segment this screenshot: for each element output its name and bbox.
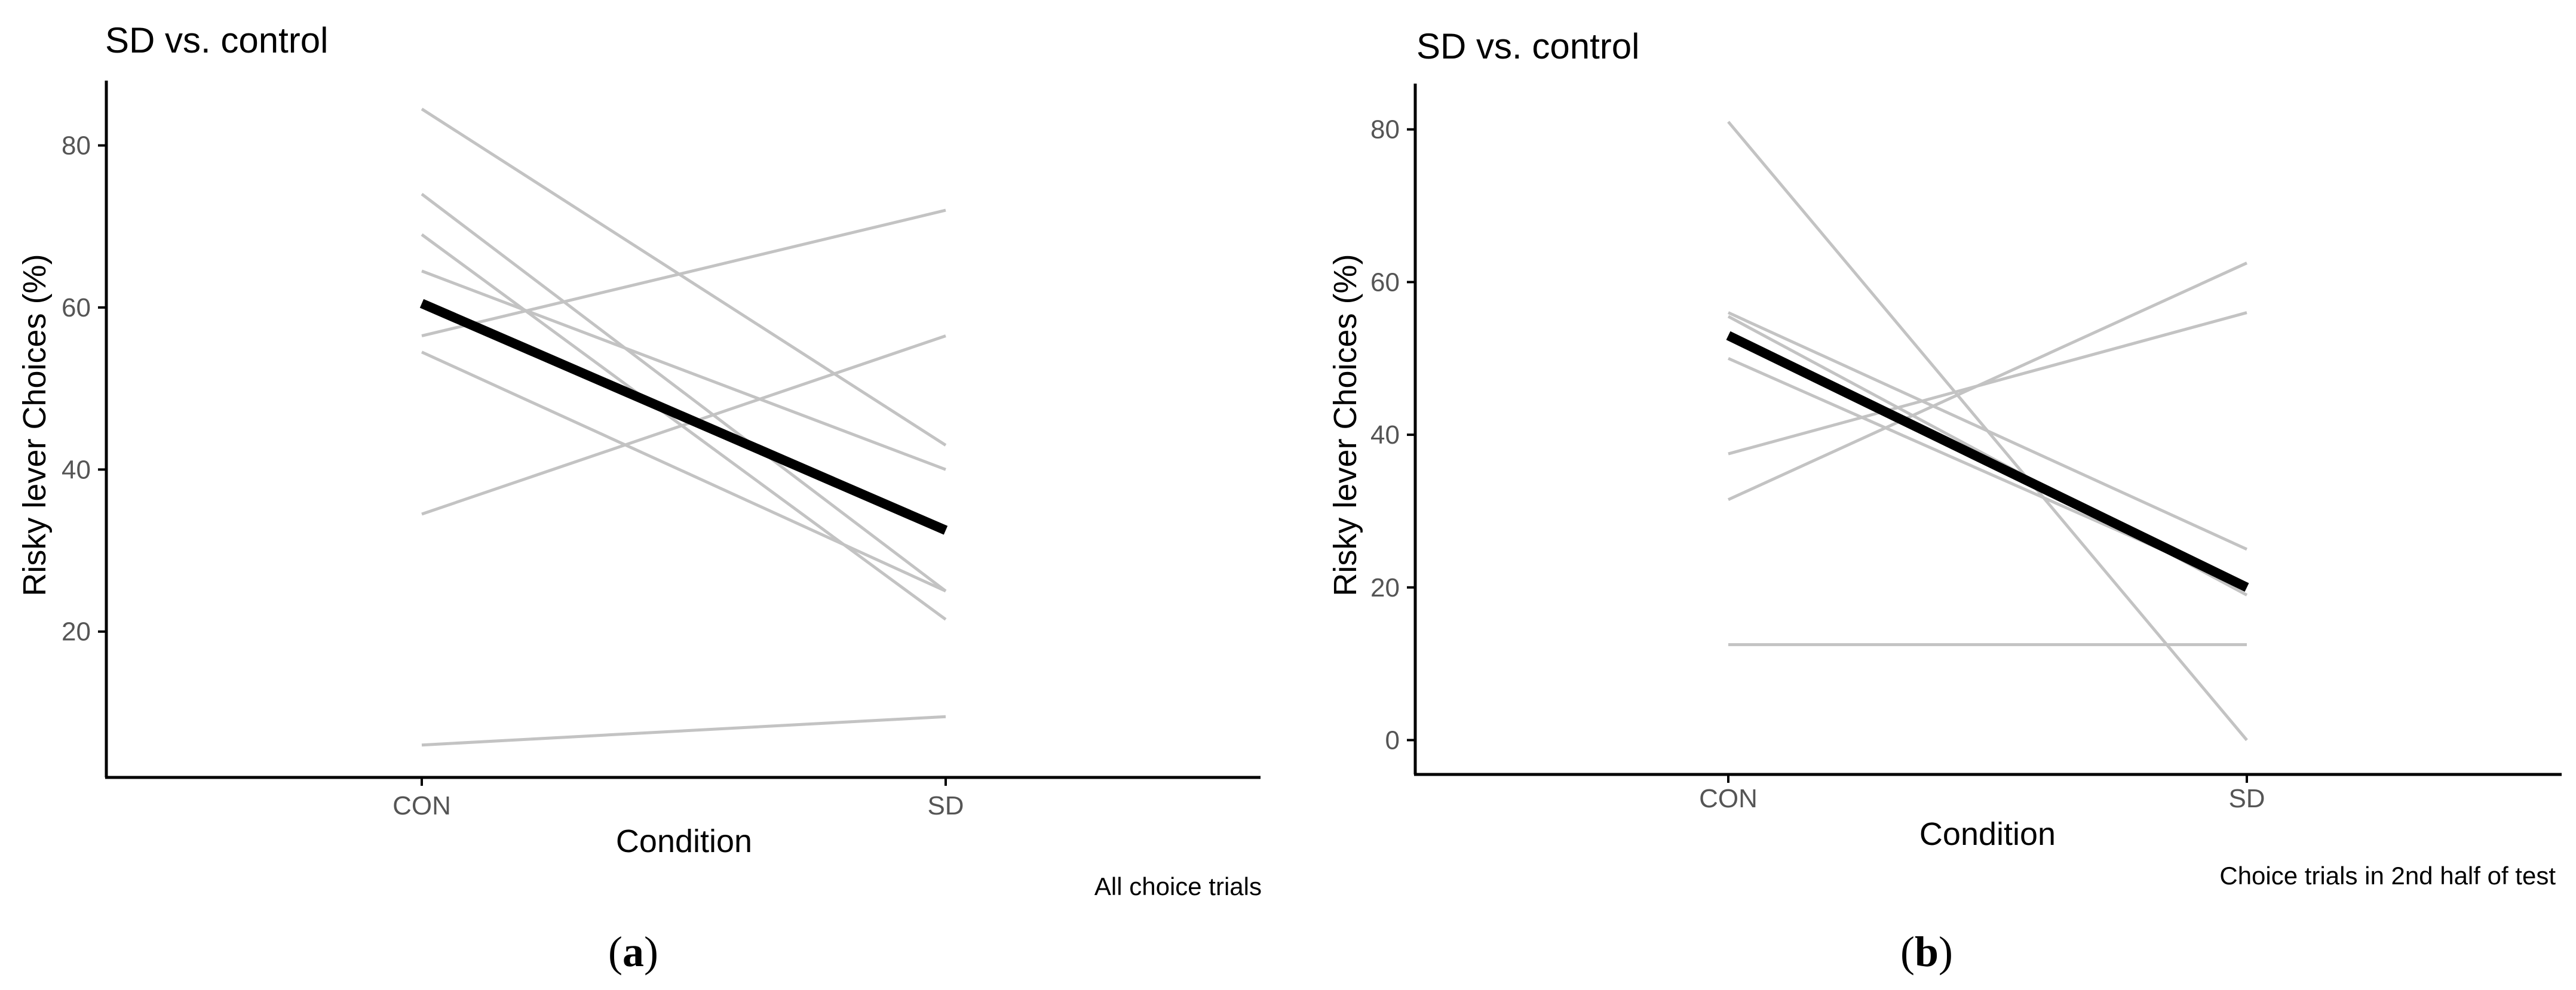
panel-a-caption-letter: a (622, 928, 644, 976)
panel-a-y-tick-label: 80 (62, 131, 91, 161)
panel-a-series-subject-2-line (421, 192, 947, 592)
panel-a-series-mean-line (419, 299, 948, 535)
panel-b-series-subject-5-line (1728, 311, 2247, 456)
panel-a-y-tick-label: 40 (62, 455, 91, 484)
panel-b-series-subject-6-line (1727, 262, 2248, 502)
panel-b-note: Choice trials in 2nd half of test (2219, 862, 2556, 890)
panel-b-y-tick-label: 20 (1370, 573, 1400, 602)
panel-b-y-tick-label: 60 (1370, 268, 1400, 297)
panel-b-y-axis-label: Risky lever Choices (%) (1327, 254, 1363, 596)
panel-a-x-tick-label: SD (927, 791, 964, 820)
panel-a-caption: (a) (608, 928, 658, 976)
panel-b-x-tick-label: CON (1699, 784, 1758, 813)
panel-b-plot-area (1726, 121, 2249, 742)
panel-a-title: SD vs. control (105, 20, 328, 60)
panel-b-caption-close-paren: ) (1939, 928, 1953, 976)
panel-a-y-tick-label: 60 (62, 293, 91, 322)
panel-b-y-tick-label: 80 (1370, 115, 1400, 144)
panel-a-y-ticks: 20 40 60 80 (62, 131, 106, 647)
panel-a-series-subject-7-line (421, 334, 946, 516)
panel-a-series-subject-1-line (421, 107, 947, 447)
panel-b-series-mean-line (1726, 331, 2249, 592)
panel-b-y-tick-label: 0 (1385, 725, 1400, 755)
panel-a-y-axis-label: Risky lever Choices (%) (17, 254, 53, 596)
panel-a-caption-open-paren: ( (608, 928, 622, 976)
panel-a-plot-area (419, 107, 948, 747)
panel-b-y-ticks: 0 20 40 60 80 (1370, 115, 1415, 755)
panel-b-series-subject-2-line (1727, 311, 2248, 551)
panel-a-series-subject-8-line (421, 715, 946, 747)
panel-a-x-tick-label: CON (392, 791, 451, 820)
panel-a-series-subject-5-line (421, 208, 946, 337)
panel-a-x-axis-label: Condition (616, 823, 752, 859)
panel-b-caption: (b) (1900, 928, 1953, 976)
panel-b-y-tick-label: 40 (1370, 420, 1400, 450)
panel-a-series-subject-3-line (421, 233, 947, 621)
panel-b-caption-letter: b (1915, 928, 1939, 976)
panel-a-note: All choice trials (1094, 872, 1262, 900)
panel-b-caption-open-paren: ( (1900, 928, 1915, 976)
panel-a-series-subject-4-line (421, 269, 946, 471)
panel-b-x-tick-label: SD (2228, 784, 2265, 813)
panel-a-caption-close-paren: ) (644, 928, 658, 976)
panel-a-y-tick-label: 20 (62, 617, 91, 647)
panel-b-x-axis-label: Condition (1919, 816, 2056, 852)
panel-b-title: SD vs. control (1416, 26, 1639, 66)
panel-a-x-ticks: CON SD (392, 777, 964, 820)
panel-a-series-subject-6-line (421, 351, 947, 593)
panel-b-x-ticks: CON SD (1699, 774, 2265, 813)
panel-b: SD vs. control 0 20 40 60 80 CON SD Condition… (1327, 26, 2562, 976)
